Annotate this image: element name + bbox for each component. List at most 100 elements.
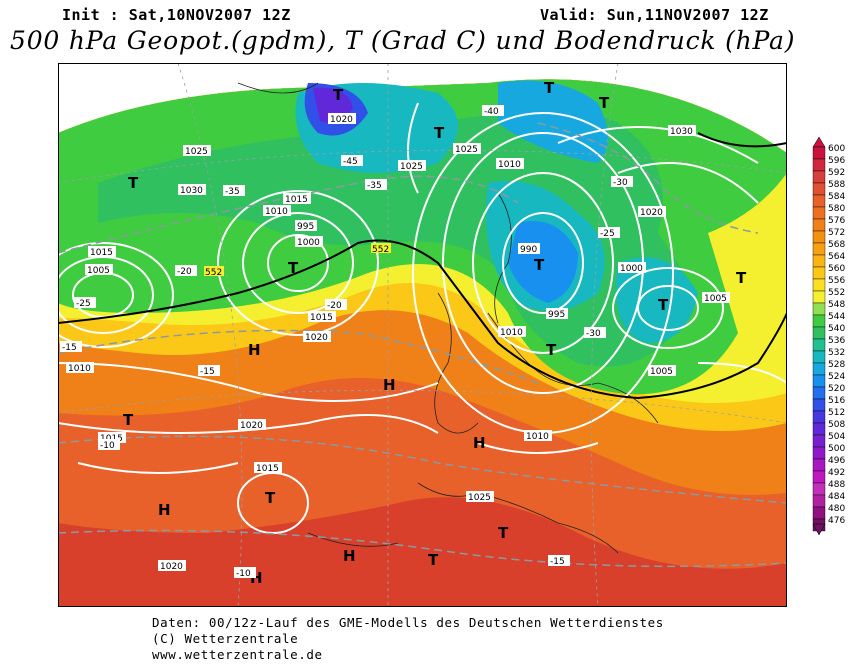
- colorbar-label: 492: [828, 468, 845, 478]
- temperature-label: -15: [200, 367, 215, 377]
- pressure-center-label: T: [128, 174, 139, 192]
- colorbar-legend: 600 596 592 588 584 580 576 572 568 564 560 556 552 5…: [812, 136, 858, 537]
- colorbar-cell: [812, 182, 826, 196]
- colorbar-label: 560: [828, 264, 845, 274]
- colorbar-label: 580: [828, 204, 845, 214]
- colorbar-cells: [812, 146, 826, 532]
- temperature-label: -35: [367, 181, 382, 191]
- isobar-label: 1030: [670, 127, 693, 137]
- colorbar-cell: [812, 494, 826, 508]
- isobar-label: 1010: [498, 160, 521, 170]
- colorbar-cell: [812, 314, 826, 328]
- pressure-center-label: T: [658, 296, 669, 314]
- isobar-label: 1010: [68, 364, 91, 374]
- isobar-label: 1000: [620, 264, 643, 274]
- pressure-center-label: T: [288, 259, 299, 277]
- colorbar-cell: [812, 506, 826, 520]
- colorbar-svg: 600 596 592 588 584 580 576 572 568 564 560 556 552 5…: [812, 136, 845, 536]
- pressure-center-label: T: [546, 341, 557, 359]
- footer-url[interactable]: www.wetterzentrale.de: [152, 647, 323, 662]
- colorbar-cell: [812, 362, 826, 376]
- colorbar-top-arrow: [812, 136, 826, 148]
- colorbar-cell: [812, 398, 826, 412]
- colorbar-label: 480: [828, 504, 845, 514]
- isobar-label: 1020: [330, 115, 353, 125]
- colorbar-label: 548: [828, 300, 845, 310]
- pressure-center-label: H: [473, 434, 486, 452]
- colorbar-label: 552: [828, 288, 845, 298]
- colorbar-label: 528: [828, 360, 845, 370]
- temperature-labels: -40 -45 -35 -30 -25 -20 -15 -10 -15 -20 …: [60, 105, 633, 579]
- temperature-label: -25: [76, 299, 91, 309]
- colorbar-label: 592: [828, 168, 845, 178]
- colorbar-cell: [812, 230, 826, 244]
- pressure-center-label: T: [434, 124, 445, 142]
- colorbar-label: 496: [828, 456, 845, 466]
- temperature-label: -40: [484, 107, 499, 117]
- isobar-label: 1005: [650, 367, 673, 377]
- pressure-center-label: H: [383, 376, 396, 394]
- pressure-center-label: T: [498, 524, 509, 542]
- colorbar-label: 520: [828, 384, 845, 394]
- isobar-label: 1015: [310, 313, 333, 323]
- isobar-label: 990: [520, 245, 537, 255]
- weather-map: T T T T T T T T T T H H H H H H T T T T …: [32, 62, 788, 608]
- colorbar-cell: [812, 242, 826, 256]
- colorbar-label: 516: [828, 396, 845, 406]
- colorbar-cell: [812, 254, 826, 268]
- pressure-center-label: H: [343, 547, 356, 565]
- colorbar-cell: [812, 422, 826, 436]
- isobar-label: 1000: [297, 238, 320, 248]
- temperature-label: -15: [62, 343, 77, 353]
- colorbar-label: 600: [828, 144, 845, 154]
- temperature-label: -20: [327, 301, 342, 311]
- chart-title: 500 hPa Geopot.(gpdm), T (Grad C) und Bo…: [10, 26, 796, 55]
- isobar-label: 1025: [455, 145, 478, 155]
- isobar-label: 1025: [468, 493, 491, 503]
- isobar-label: 1025: [185, 147, 208, 157]
- colorbar-cell: [812, 278, 826, 292]
- colorbar-label: 488: [828, 480, 845, 490]
- footer-source: Daten: 00/12z-Lauf des GME-Modells des D…: [152, 615, 664, 630]
- isobar-labels: 1020 1025 1030 1010 1015 1005 995 1000 9…: [66, 113, 730, 572]
- colorbar-cell: [812, 266, 826, 280]
- isobar-label: 995: [297, 222, 314, 232]
- colorbar-labels: 600 596 592 588 584 580 576 572 568 564 560 556 552 5…: [828, 144, 845, 526]
- footer-copyright: (C) Wetterzentrale: [152, 631, 299, 646]
- isobar-label: 1020: [160, 562, 183, 572]
- pressure-centers: T T T T T T T T T T H H H H H H T T T T: [123, 79, 747, 587]
- colorbar-label: 588: [828, 180, 845, 190]
- init-time: Init : Sat,10NOV2007 12Z: [62, 6, 291, 24]
- colorbar-label: 564: [828, 252, 845, 262]
- geopotential-field: [58, 79, 787, 607]
- colorbar-cell: [812, 482, 826, 496]
- colorbar-cell: [812, 326, 826, 340]
- colorbar-cell: [812, 470, 826, 484]
- colorbar-label: 532: [828, 348, 845, 358]
- colorbar-bottom-arrow: [812, 523, 826, 536]
- isobar-label: 1005: [704, 294, 727, 304]
- colorbar-label: 556: [828, 276, 845, 286]
- colorbar-cell: [812, 290, 826, 304]
- isobar-label: 1010: [265, 207, 288, 217]
- colorbar-cell: [812, 206, 826, 220]
- geopotential-label: 552: [205, 268, 222, 278]
- temperature-label: -20: [177, 267, 192, 277]
- pressure-center-label: T: [736, 269, 747, 287]
- temperature-label: -30: [586, 329, 601, 339]
- colorbar-label: 540: [828, 324, 845, 334]
- pressure-center-label: T: [599, 94, 610, 112]
- pressure-center-label: T: [534, 256, 545, 274]
- colorbar-cell: [812, 146, 826, 160]
- temperature-label: -25: [600, 229, 615, 239]
- colorbar-cell: [812, 350, 826, 364]
- geopotential-contours: [57, 132, 788, 400]
- colorbar-label: 504: [828, 432, 845, 442]
- colorbar-cell: [812, 170, 826, 184]
- temperature-label: -35: [225, 187, 240, 197]
- colorbar-cell: [812, 446, 826, 460]
- pressure-center-label: T: [544, 79, 555, 97]
- colorbar-label: 572: [828, 228, 845, 238]
- pressure-center-label: T: [123, 411, 134, 429]
- temperature-label: -30: [613, 178, 628, 188]
